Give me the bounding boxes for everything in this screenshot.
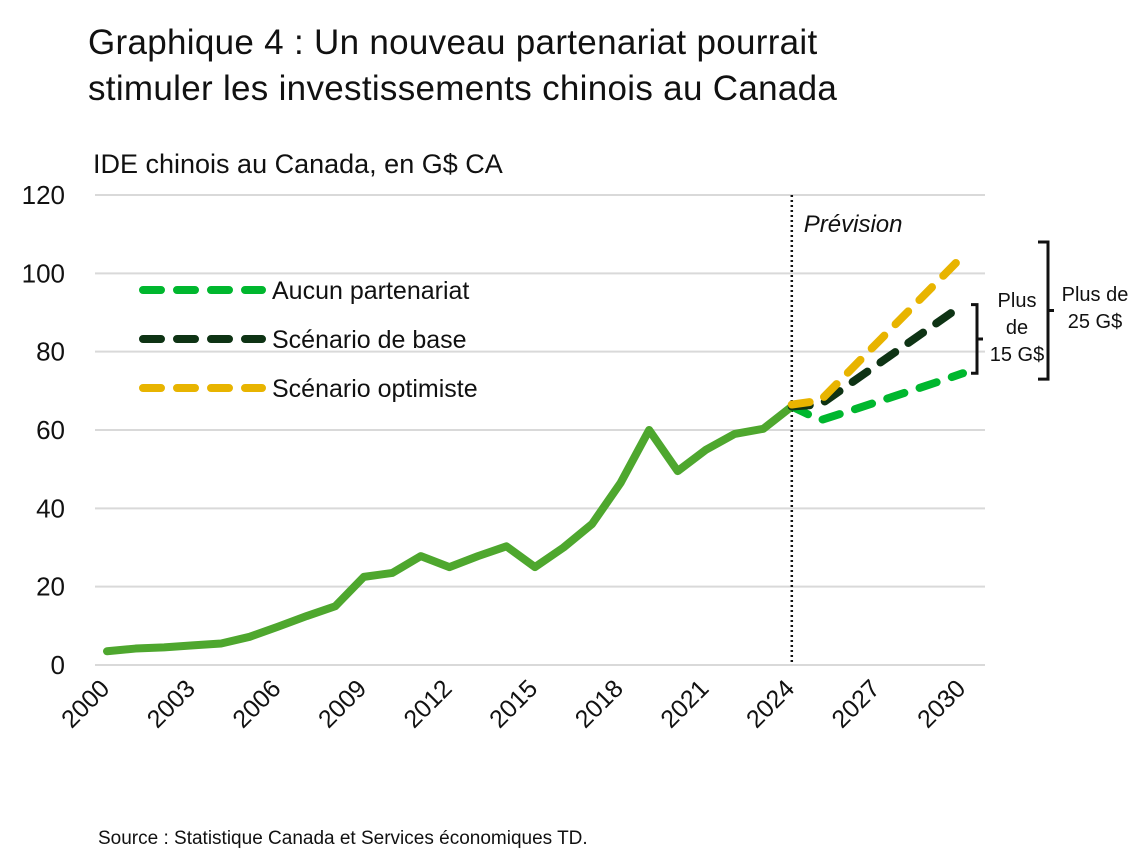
y-tick-label: 20 xyxy=(36,572,65,602)
forecast-label: Prévision xyxy=(804,211,903,238)
source-note: Source : Statistique Canada et Services … xyxy=(98,828,588,849)
x-tick-label: 2018 xyxy=(570,674,629,733)
y-tick-label: 80 xyxy=(36,337,65,367)
x-tick-label: 2015 xyxy=(484,674,543,733)
chart-title: Graphique 4 : Un nouveau partenariat pou… xyxy=(88,20,837,112)
y-axis-label: IDE chinois au Canada, en G$ CA xyxy=(93,149,503,179)
x-tick-label: 2012 xyxy=(399,674,458,733)
series-line-aucun-partenariat xyxy=(787,369,967,425)
y-tick-label: 120 xyxy=(22,180,65,210)
y-tick-label: 40 xyxy=(36,493,65,523)
y-tick-label: 100 xyxy=(22,258,65,288)
bracket-25 xyxy=(1038,240,1054,381)
series-line-scénario-de-base xyxy=(787,300,967,411)
series-line-historical xyxy=(103,402,796,656)
x-tick-label: 2006 xyxy=(227,674,286,733)
y-tick-label: 60 xyxy=(36,415,65,445)
title-line-1: Graphique 4 : Un nouveau partenariat pou… xyxy=(88,23,818,62)
title-line-2: stimuler les investissements chinois au … xyxy=(88,69,838,108)
legend-label: Scénario de base xyxy=(272,326,467,354)
legend-label: Scénario optimiste xyxy=(272,375,478,403)
x-tick-label: 2027 xyxy=(827,674,886,733)
annotation-15-text: Plus xyxy=(998,290,1037,312)
x-tick-label: 2024 xyxy=(741,674,800,733)
x-tick-label: 2009 xyxy=(313,674,372,733)
bracket-15 xyxy=(971,303,983,375)
series-line-scénario-optimiste xyxy=(787,251,967,409)
x-tick-label: 2021 xyxy=(655,674,714,733)
annotation-15-text: 15 G$ xyxy=(990,344,1044,366)
x-tick-label: 2030 xyxy=(912,674,971,733)
annotation-15-text: de xyxy=(1006,317,1028,339)
x-tick-label: 2003 xyxy=(142,674,201,733)
legend-label: Aucun partenariat xyxy=(272,277,469,305)
annotation-25-text: Plus de xyxy=(1062,284,1129,306)
annotation-25-text: 25 G$ xyxy=(1068,311,1122,333)
x-tick-label: 2000 xyxy=(56,674,115,733)
y-tick-label: 0 xyxy=(51,650,65,680)
